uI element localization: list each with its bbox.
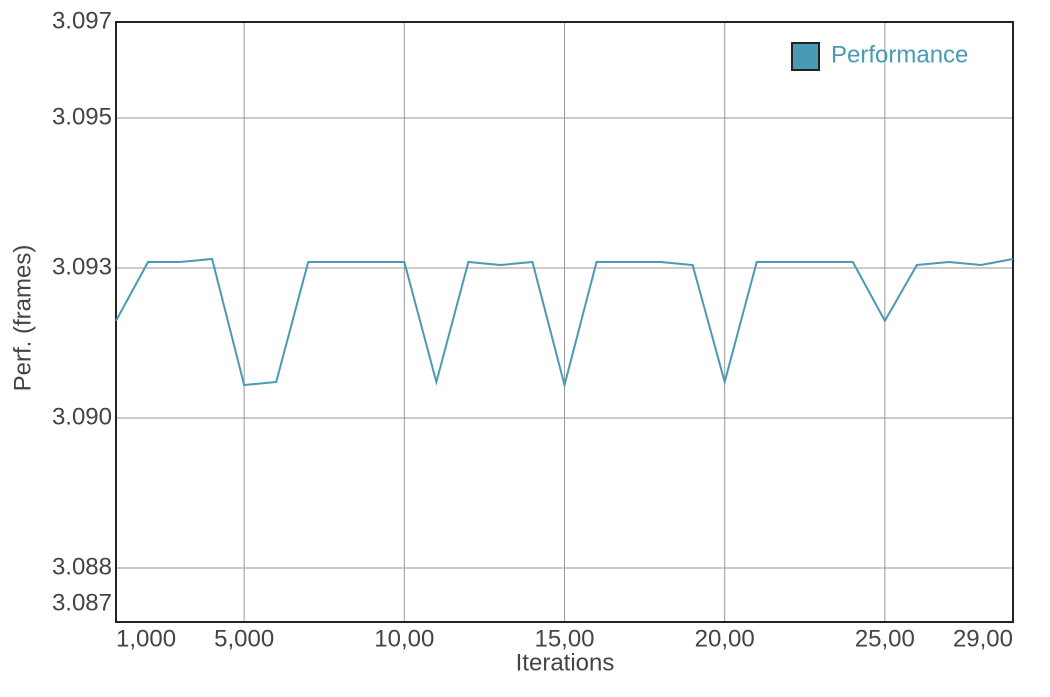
x-tick-label: 29,00 [953, 625, 1013, 652]
x-tick-label: 20,00 [695, 625, 755, 652]
line [115, 257, 1014, 389]
y-tick-label: 3.097 [52, 7, 112, 34]
y-tick-label: 3.093 [52, 253, 112, 280]
x-tick-label: 10,00 [374, 625, 434, 652]
x-tick-label: 5,000 [214, 625, 274, 652]
legend-label: Performance [831, 41, 968, 68]
x-axis-label: Iterations [516, 649, 615, 676]
plot-border [115, 21, 1014, 623]
legend-swatch [791, 42, 820, 71]
y-tick-label: 3.087 [52, 589, 112, 616]
y-tick-label: 3.090 [52, 403, 112, 430]
y-tick-label: 3.088 [52, 553, 112, 580]
x-tick-label: 25,00 [855, 625, 915, 652]
x-tick-label: 1,000 [116, 625, 176, 652]
y-tick-label: 3.095 [52, 103, 112, 130]
y-axis-label: Perf. (frames) [9, 245, 36, 392]
x-tick-label: 15,00 [534, 625, 594, 652]
